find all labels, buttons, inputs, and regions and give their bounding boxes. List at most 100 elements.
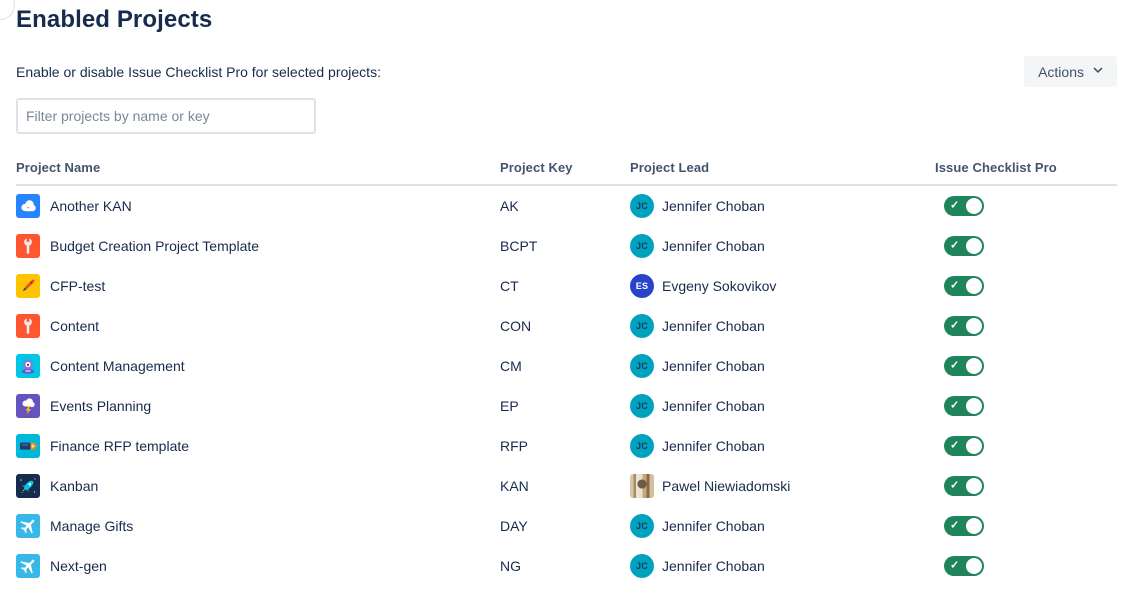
project-lead-name: Jennifer Choban	[662, 358, 765, 374]
filter-projects-input[interactable]	[16, 98, 316, 134]
page-title: Enabled Projects	[16, 6, 213, 33]
project-name: Budget Creation Project Template	[50, 238, 260, 254]
plane-icon	[16, 514, 40, 538]
toggle-knob	[966, 438, 982, 454]
project-name: Manage Gifts	[50, 518, 134, 534]
table-row: CFP-test CT ES Evgeny Sokovikov ✓	[16, 266, 1117, 306]
check-icon: ✓	[950, 439, 960, 452]
rocket-icon	[16, 474, 40, 498]
check-icon: ✓	[950, 239, 960, 252]
actions-button-label: Actions	[1038, 63, 1084, 80]
toggle-knob	[966, 518, 982, 534]
table-row: Next-gen NG JC Jennifer Choban ✓	[16, 546, 1117, 586]
project-name: Next-gen	[50, 558, 107, 574]
project-key: CT	[500, 278, 519, 294]
issue-checklist-pro-toggle[interactable]: ✓	[944, 196, 984, 216]
toggle-knob	[966, 558, 982, 574]
project-lead-name: Jennifer Choban	[662, 558, 765, 574]
issue-checklist-pro-toggle[interactable]: ✓	[944, 356, 984, 376]
table-row: Another KAN AK JC Jennifer Choban ✓	[16, 186, 1117, 226]
project-lead-avatar: JC	[630, 194, 654, 218]
project-name: Another KAN	[50, 198, 132, 214]
project-lead-avatar: JC	[630, 554, 654, 578]
project-lead-name: Pawel Niewiadomski	[662, 478, 791, 494]
project-key: RFP	[500, 438, 528, 454]
project-lead-avatar: JC	[630, 314, 654, 338]
project-name: Content Management	[50, 358, 185, 374]
issue-checklist-pro-toggle[interactable]: ✓	[944, 316, 984, 336]
toggle-knob	[966, 398, 982, 414]
table-body: Another KAN AK JC Jennifer Choban ✓ Budg…	[16, 186, 1117, 586]
check-icon: ✓	[950, 199, 960, 212]
project-key: DAY	[500, 518, 528, 534]
project-key: EP	[500, 398, 519, 414]
project-lead-name: Jennifer Choban	[662, 198, 765, 214]
toggle-knob	[966, 238, 982, 254]
table-header: Project Name Project Key Project Lead Is…	[16, 160, 1117, 186]
issue-checklist-pro-toggle[interactable]: ✓	[944, 396, 984, 416]
project-name: Finance RFP template	[50, 438, 190, 454]
issue-checklist-pro-toggle[interactable]: ✓	[944, 556, 984, 576]
toggle-knob	[966, 318, 982, 334]
table-row: Content Management CM JC Jennifer Choban…	[16, 346, 1117, 386]
alien-icon	[16, 354, 40, 378]
project-lead-name: Jennifer Choban	[662, 438, 765, 454]
project-lead-name: Evgeny Sokovikov	[662, 278, 777, 294]
table-row: Kanban KAN Pawel Niewiadomski ✓	[16, 466, 1117, 506]
issue-checklist-pro-toggle[interactable]: ✓	[944, 476, 984, 496]
table-row: Events Planning EP JC Jennifer Choban ✓	[16, 386, 1117, 426]
battery-icon	[16, 434, 40, 458]
toggle-knob	[966, 358, 982, 374]
project-lead-avatar: JC	[630, 234, 654, 258]
project-name: Content	[50, 318, 100, 334]
cloud-icon	[16, 194, 40, 218]
check-icon: ✓	[950, 279, 960, 292]
wrench-icon	[16, 314, 40, 338]
chevron-down-icon	[1091, 63, 1105, 80]
project-lead-name: Jennifer Choban	[662, 398, 765, 414]
table-row: Content CON JC Jennifer Choban ✓	[16, 306, 1117, 346]
issue-checklist-pro-toggle[interactable]: ✓	[944, 276, 984, 296]
project-lead-avatar	[630, 474, 654, 498]
project-name: CFP-test	[50, 278, 106, 294]
project-lead-avatar: JC	[630, 514, 654, 538]
actions-button[interactable]: Actions	[1024, 56, 1117, 87]
toggle-knob	[966, 478, 982, 494]
check-icon: ✓	[950, 359, 960, 372]
project-lead-name: Jennifer Choban	[662, 318, 765, 334]
issue-checklist-pro-toggle[interactable]: ✓	[944, 436, 984, 456]
project-key: AK	[500, 198, 519, 214]
project-name: Events Planning	[50, 398, 152, 414]
storm-icon	[16, 394, 40, 418]
check-icon: ✓	[950, 399, 960, 412]
project-lead-avatar: JC	[630, 394, 654, 418]
project-key: NG	[500, 558, 521, 574]
project-key: CON	[500, 318, 532, 334]
project-lead-name: Jennifer Choban	[662, 238, 765, 254]
plane-icon	[16, 554, 40, 578]
project-lead-avatar: JC	[630, 354, 654, 378]
toggle-knob	[966, 198, 982, 214]
check-icon: ✓	[950, 319, 960, 332]
table-row: Budget Creation Project Template BCPT JC…	[16, 226, 1117, 266]
issue-checklist-pro-toggle[interactable]: ✓	[944, 236, 984, 256]
issue-checklist-pro-toggle[interactable]: ✓	[944, 516, 984, 536]
table-row: Manage Gifts DAY JC Jennifer Choban ✓	[16, 506, 1117, 546]
project-lead-name: Jennifer Choban	[662, 518, 765, 534]
projects-table: Project Name Project Key Project Lead Is…	[16, 160, 1117, 586]
project-key: CM	[500, 358, 522, 374]
project-name: Kanban	[50, 478, 99, 494]
project-lead-avatar: JC	[630, 434, 654, 458]
table-row: Finance RFP template RFP JC Jennifer Cho…	[16, 426, 1117, 466]
column-header-project-name: Project Name	[16, 160, 101, 175]
column-header-project-key: Project Key	[500, 160, 573, 175]
column-header-issue-checklist-pro: Issue Checklist Pro	[935, 160, 1057, 175]
toggle-knob	[966, 278, 982, 294]
project-key: BCPT	[500, 238, 538, 254]
project-lead-avatar: ES	[630, 274, 654, 298]
check-icon: ✓	[950, 519, 960, 532]
column-header-project-lead: Project Lead	[630, 160, 710, 175]
wrench-icon	[16, 234, 40, 258]
project-key: KAN	[500, 478, 529, 494]
pen-icon	[16, 274, 40, 298]
